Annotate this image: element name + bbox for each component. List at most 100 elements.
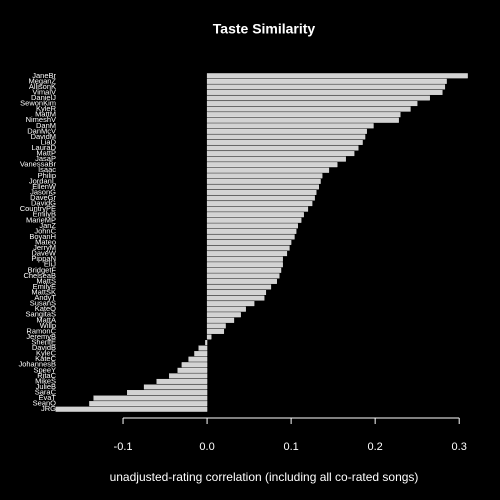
- bar: [206, 312, 241, 318]
- bar: [206, 173, 323, 179]
- bar: [206, 334, 212, 340]
- y-tick-label: SpeeY: [33, 365, 56, 374]
- bar: [206, 240, 292, 245]
- bar: [206, 201, 313, 207]
- bar: [206, 195, 315, 201]
- y-tick-label: SusanS: [30, 299, 56, 308]
- y-tick-label: LiaD: [41, 137, 57, 146]
- y-tick-label: EllenW: [32, 182, 57, 191]
- bar: [206, 278, 277, 284]
- bar: [206, 301, 255, 307]
- bar: [206, 167, 330, 173]
- bar: [206, 145, 359, 151]
- y-tick-label: DavidB: [32, 343, 56, 352]
- x-axis-label: unadjusted-rating correlation (including…: [110, 470, 419, 484]
- y-tick-label: JohnC: [34, 226, 56, 235]
- bar: [169, 373, 208, 379]
- y-tick-label: CountryPE: [20, 204, 56, 213]
- y-tick-label: MattP: [36, 149, 56, 158]
- bar: [55, 406, 208, 412]
- chart-title: Taste Similarity: [213, 21, 316, 37]
- y-tick-label: SangitaS: [26, 310, 56, 319]
- bar: [206, 256, 283, 262]
- y-tick-label: KateC: [35, 354, 56, 363]
- bar: [206, 251, 288, 257]
- bar: [206, 184, 319, 190]
- y-tick-label: MattA: [36, 315, 56, 324]
- y-tick-label: Isaac: [38, 165, 56, 174]
- bar: [206, 323, 226, 329]
- bar: [206, 317, 235, 323]
- bar: [206, 267, 282, 273]
- y-tick-label: PippaN: [31, 254, 56, 263]
- bar: [143, 384, 208, 390]
- y-tick-label: VanessaBr: [20, 160, 57, 169]
- y-tick-label: JRG: [41, 404, 56, 413]
- bar: [206, 245, 290, 251]
- y-tick-label: DavidG: [31, 199, 56, 208]
- bar: [181, 362, 208, 368]
- x-tick-label: 0.1: [283, 441, 298, 453]
- y-tick-label: BridgetF: [28, 265, 57, 274]
- y-tick-label: VimalV: [32, 87, 56, 96]
- y-tick-label: JanZ: [39, 221, 56, 230]
- y-tick-label: MattM: [35, 110, 56, 119]
- bar: [206, 290, 267, 296]
- bar: [206, 112, 401, 118]
- y-tick-label: SaraC: [35, 388, 57, 397]
- y-tick-label: DanMcV: [27, 126, 56, 135]
- bar: [206, 106, 411, 112]
- bar: [206, 212, 304, 218]
- bar: [198, 345, 208, 351]
- bar: [206, 156, 346, 162]
- y-tick-label: DaveW: [31, 249, 57, 258]
- y-tick-label: RitaC: [37, 371, 56, 380]
- x-tick-label: 0.2: [368, 441, 383, 453]
- bar: [206, 134, 366, 140]
- bar: [206, 128, 367, 134]
- y-tick-label: JerryM: [33, 243, 56, 252]
- y-tick-label: JasaP: [35, 154, 56, 163]
- y-tick-label: KyleC: [36, 349, 57, 358]
- x-tick-label: 0.0: [199, 441, 214, 453]
- bar: [206, 223, 298, 229]
- bar: [206, 217, 302, 223]
- y-tick-label: NimeshV: [26, 115, 56, 124]
- y-tick-label: JaneBr: [32, 71, 56, 80]
- bar: [206, 151, 355, 157]
- bar: [206, 78, 447, 84]
- y-tick-label: MeganZ: [28, 76, 56, 85]
- bar: [206, 101, 418, 107]
- y-tick-label: SewonKim: [20, 99, 56, 108]
- bar: [206, 95, 430, 101]
- y-tick-label: EvaT: [38, 393, 56, 402]
- y-tick-label: Mateo: [35, 237, 56, 246]
- bar: [177, 367, 208, 373]
- bar: [205, 340, 208, 346]
- y-tick-label: DavidM: [31, 132, 56, 141]
- y-tick-label: JeremyB: [26, 332, 56, 341]
- bar: [206, 328, 225, 334]
- y-tick-label: SeanO: [33, 399, 57, 408]
- y-tick-label: SherifE: [31, 338, 56, 347]
- y-tick-label: MattSK: [31, 288, 56, 297]
- bar: [206, 206, 309, 212]
- y-tick-label: JulieB: [36, 382, 56, 391]
- y-tick-label: JohannesB: [18, 360, 56, 369]
- bar: [206, 262, 283, 268]
- y-tick-label: Willp: [40, 321, 56, 330]
- bar: [206, 89, 443, 95]
- y-tick-label: EmilyE: [33, 282, 56, 291]
- y-tick-label: Philip: [38, 171, 56, 180]
- y-tick-label: MikeS: [35, 376, 56, 385]
- y-tick-label: AllisonK: [29, 82, 56, 91]
- x-tick-label: 0.3: [452, 441, 467, 453]
- bar: [206, 117, 399, 123]
- y-tick-label: JordanL: [29, 176, 56, 185]
- x-tick-label: -0.1: [114, 441, 133, 453]
- bar: [206, 162, 338, 168]
- y-tick-label: KyleR: [36, 104, 57, 113]
- bar: [194, 351, 208, 357]
- bar: [206, 123, 374, 129]
